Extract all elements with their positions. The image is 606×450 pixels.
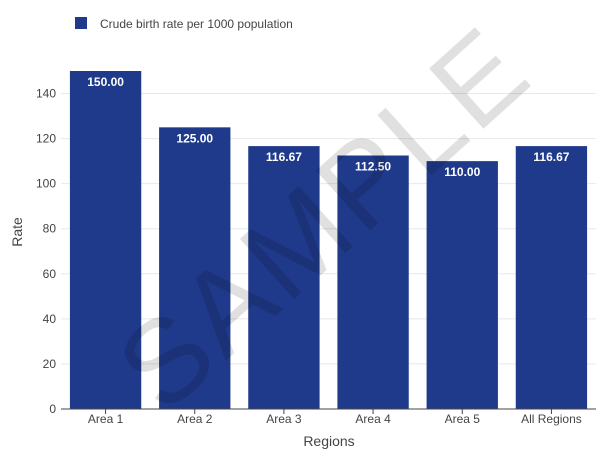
y-tick-label: 120 [36,132,56,146]
x-tick-label: Area 2 [177,412,213,426]
bar-data-label: 116.67 [533,150,569,164]
legend-swatch [75,17,87,29]
y-tick-label: 60 [43,267,57,281]
y-tick-label: 100 [36,177,56,191]
bar[interactable] [426,161,498,409]
grid-layer [61,93,596,365]
y-axis-title: Rate [9,217,25,247]
bar-labels-layer: 150.00 125.00 116.67 112.50 110.00 116.67 [87,75,570,179]
bar-data-label: 112.50 [355,160,391,174]
bar[interactable] [159,127,231,409]
x-tick-label: Area 5 [445,412,481,426]
x-tick-label: Area 4 [355,412,391,426]
y-tick-label: 0 [49,402,56,416]
x-tick-label: Area 1 [88,412,124,426]
bar-data-label: 125.00 [176,131,213,145]
x-tick-label: All Regions [521,412,582,426]
bar-data-label: 116.67 [266,150,302,164]
bar[interactable] [337,155,409,410]
bar-data-label: 150.00 [87,75,124,89]
y-tick-label: 80 [43,222,57,236]
y-tick-label: 140 [36,87,56,101]
ticks-layer: 0 20 40 60 80 100 120 140 Area 1 Area 2 Area 3 Area… [36,87,596,426]
x-tick-label: Area 3 [266,412,302,426]
y-tick-label: 20 [43,357,57,371]
legend[interactable]: Crude birth rate per 1000 population [75,17,293,31]
bar-data-label: 110.00 [444,165,480,179]
y-tick-label: 40 [43,312,57,326]
bar[interactable] [248,146,320,409]
x-axis-title: Regions [303,433,354,449]
legend-label: Crude birth rate per 1000 population [100,17,293,31]
bars-layer [69,71,588,410]
bar[interactable] [69,71,142,409]
bar[interactable] [515,146,588,409]
